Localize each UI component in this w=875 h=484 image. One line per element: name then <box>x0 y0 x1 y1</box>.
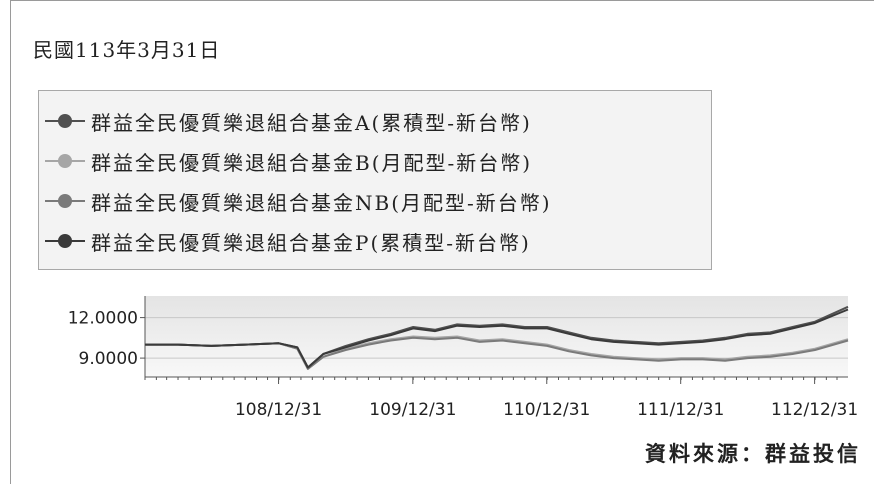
legend-item-p[interactable]: 群益全民優質樂退組合基金P(累積型-新台幣) <box>43 221 711 261</box>
legend-label-a: 群益全民優質樂退組合基金A(累積型-新台幣) <box>91 110 532 135</box>
chart-legend: 群益全民優質樂退組合基金A(累積型-新台幣) 群益全民優質樂退組合基金B(月配型… <box>38 90 712 270</box>
x-tick-label-0: 108/12/31 <box>235 400 322 420</box>
legend-label-p: 群益全民優質樂退組合基金P(累積型-新台幣) <box>91 230 531 255</box>
legend-swatch-p <box>43 231 87 251</box>
legend-label-b: 群益全民優質樂退組合基金B(月配型-新台幣) <box>91 150 533 175</box>
y-tick-label-1: 9.0000 <box>79 349 138 369</box>
x-tick-label-3: 111/12/31 <box>637 400 724 420</box>
x-tick-label-2: 110/12/31 <box>503 400 590 420</box>
report-date: 民國113年3月31日 <box>33 38 221 62</box>
x-tick-label-1: 109/12/31 <box>369 400 456 420</box>
y-tick-label-0: 12.0000 <box>68 309 138 329</box>
nav-line-chart: 12.0000 9.0000 108/12/31 109/12/31 110/12/31… <box>68 296 858 420</box>
data-source: 資料來源：群益投信 <box>645 441 861 466</box>
legend-item-a[interactable]: 群益全民優質樂退組合基金A(累積型-新台幣) <box>43 101 711 141</box>
chart-frame <box>10 0 874 484</box>
legend-swatch-a <box>43 111 87 131</box>
series-line-3 <box>145 308 849 369</box>
x-tick-label-4: 112/12/31 <box>771 400 858 420</box>
legend-item-nb[interactable]: 群益全民優質樂退組合基金NB(月配型-新台幣) <box>43 181 711 221</box>
legend-label-nb: 群益全民優質樂退組合基金NB(月配型-新台幣) <box>91 190 552 215</box>
legend-item-b[interactable]: 群益全民優質樂退組合基金B(月配型-新台幣) <box>43 141 711 181</box>
legend-swatch-nb <box>43 191 87 211</box>
legend-swatch-b <box>43 151 87 171</box>
